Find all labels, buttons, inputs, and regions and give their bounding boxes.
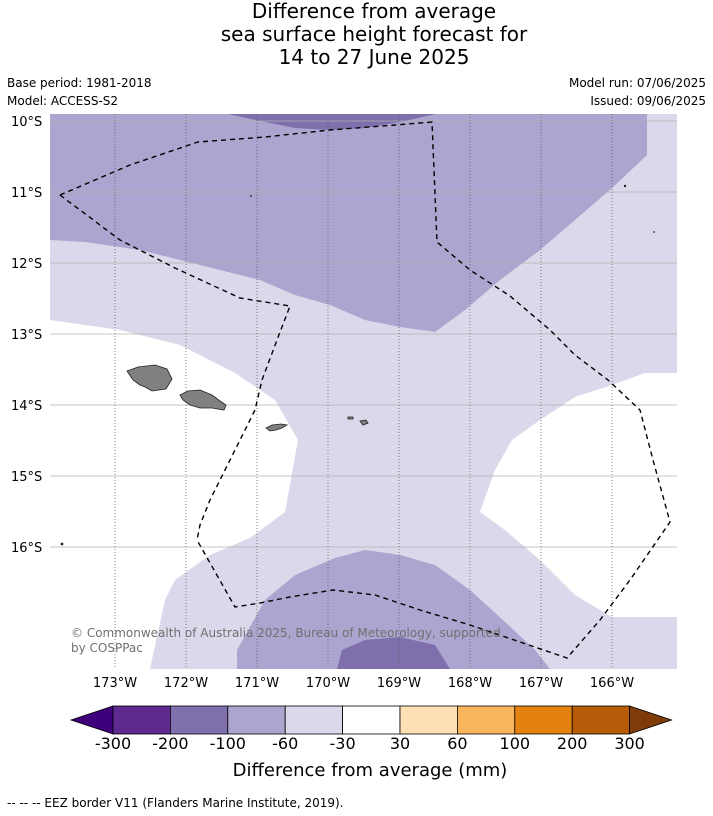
colorbar-extend-min [69,705,114,735]
islet-north [250,195,252,197]
title-line-1: Difference from average [251,0,497,23]
contour-band-minus100-south [237,550,550,669]
lat-label-10s: 10°S [11,115,42,130]
colorbar-segment [227,705,286,735]
colorbar-label: Difference from average (mm) [232,760,508,781]
lat-label-16s: 16°S [11,541,42,556]
eez-border-samoa [59,194,291,541]
lon-label-168w: 168°W [448,676,492,691]
lat-label-13s: 13°S [11,328,42,343]
eez-border-american-samoa [59,121,671,659]
lon-label-172w: 172°W [164,676,208,691]
model-run: Model run: 07/06/2025 [568,76,706,90]
chart-title: Difference from average sea surface heig… [0,0,713,69]
lon-label-170w: 170°W [306,676,350,691]
credit-line-1: © Commonwealth of Australia 2025, Bureau… [71,626,501,640]
copyright-credit: © Commonwealth of Australia 2025, Bureau… [71,626,501,656]
lat-label-11s: 11°S [11,186,42,201]
colorbar-tick-label: -100 [209,734,246,753]
colorbar-segment [112,705,171,735]
lon-label-171w: 171°W [235,676,279,691]
colorbar-segment [284,705,344,735]
title-line-2: sea surface height forecast for [220,22,528,46]
colorbar-tick-label: -300 [94,734,132,753]
manua-island [359,419,369,426]
colorbar-tick-label: -30 [329,734,356,753]
base-period: Base period: 1981-2018 [7,76,152,90]
colorbar-tick-label: 300 [614,734,645,753]
contour-band-minus200-north [228,114,436,130]
latitude-labels: 10°S 11°S 12°S 13°S 14°S 15°S 16°S [11,115,42,556]
lat-label-12s: 12°S [11,257,42,272]
colorbar-tick-label: -200 [152,734,189,753]
colorbar-tick-label: 100 [499,734,531,753]
issued-date: Issued: 09/06/2025 [590,94,706,108]
colorbar-segment [571,705,631,735]
longitude-gridlines [114,114,613,669]
contour-band-minus100-north [50,114,647,332]
lon-label-173w: 173°W [93,676,137,691]
savaii-island [126,364,173,392]
islet-west [60,542,64,546]
colorbar-tick-label: 60 [447,734,468,753]
meta-left: Base period: 1981-2018 Model: ACCESS-S2 [7,74,152,110]
map-area [50,114,677,669]
colorbar-segment [169,705,229,735]
contour-band-minus200-south [337,637,450,669]
title-line-3: 14 to 27 June 2025 [278,45,470,69]
colorbar-extend-max [629,705,673,735]
eez-legend-footer: -- -- -- EEZ border V11 (Flanders Marine… [7,796,344,810]
model-name: Model: ACCESS-S2 [7,94,119,108]
latitude-gridlines [50,120,677,548]
tutuila-island [265,423,289,432]
colorbar-tick-label: 200 [556,734,588,753]
lon-label-166w: 166°W [590,676,634,691]
colorbar-tick-label: 30 [389,734,411,753]
upolu-island [179,389,227,411]
islet-east [653,231,655,233]
credit-line-2: by COSPPac [71,641,143,655]
lon-label-169w: 169°W [377,676,421,691]
islet-northeast [623,184,627,188]
colorbar-segment [399,705,458,735]
colorbar-segment [456,705,516,735]
colorbar-segment [514,705,573,735]
lat-label-14s: 14°S [11,399,42,414]
longitude-labels: 173°W 172°W 171°W 170°W 169°W 168°W 167°… [93,676,634,691]
lon-label-167w: 167°W [519,676,563,691]
meta-right: Model run: 07/06/2025 Issued: 09/06/2025 [569,74,706,110]
lat-label-15s: 15°S [11,470,42,485]
colorbar-segment [342,705,401,735]
colorbar [69,705,673,735]
colorbar-tick-label: -60 [272,734,299,753]
ofu-island [347,416,354,420]
